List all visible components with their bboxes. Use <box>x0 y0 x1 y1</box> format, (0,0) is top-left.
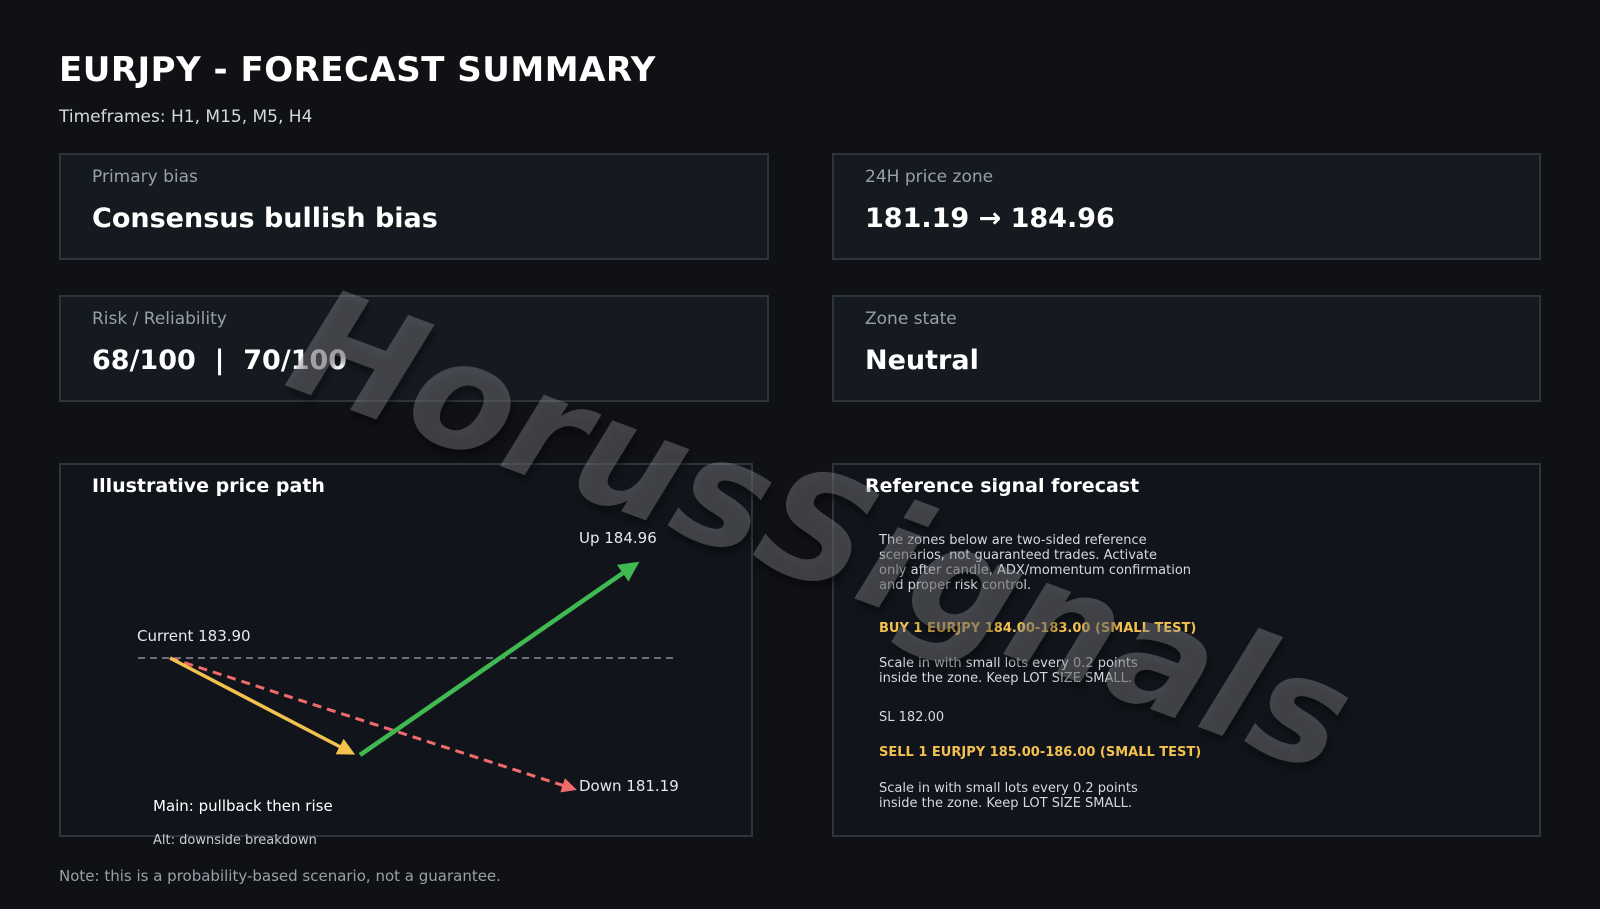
primary-bias-card: Primary bias Consensus bullish bias <box>59 153 769 260</box>
primary-bias-value: Consensus bullish bias <box>92 203 438 234</box>
zone-state-value: Neutral <box>865 345 979 376</box>
zone-state-card: Zone state Neutral <box>832 295 1541 402</box>
risk-reliability-value: 68/100 | 70/100 <box>92 345 348 376</box>
price-zone-label: 24H price zone <box>865 167 994 187</box>
page-title: EURJPY - FORECAST SUMMARY <box>59 50 656 90</box>
signal-forecast-title: Reference signal forecast <box>865 475 1140 497</box>
up-target-label: Up 184.96 <box>579 529 657 547</box>
main-rise-path <box>358 561 640 757</box>
buy-signal-text: Scale in with small lots every 0.2 point… <box>879 656 1138 686</box>
primary-bias-label: Primary bias <box>92 167 198 187</box>
signal-forecast-panel: Reference signal forecast <box>832 463 1541 837</box>
sell-signal-heading: SELL 1 EURJPY 185.00-186.00 (SMALL TEST) <box>879 745 1202 760</box>
alt-breakdown-path <box>169 656 577 793</box>
price-zone-value: 181.19 → 184.96 <box>865 203 1115 234</box>
alt-scenario-label: Alt: downside breakdown <box>153 833 317 848</box>
main-pullback-path <box>169 656 356 755</box>
signal-intro-text: The zones below are two-sided reference … <box>879 533 1192 593</box>
risk-reliability-card: Risk / Reliability 68/100 | 70/100 <box>59 295 769 402</box>
disclaimer-note: Note: this is a probability-based scenar… <box>59 867 501 885</box>
risk-reliability-label: Risk / Reliability <box>92 309 227 329</box>
current-price-label: Current 183.90 <box>137 627 251 645</box>
price-path-title: Illustrative price path <box>92 475 325 497</box>
main-scenario-label: Main: pullback then rise <box>153 797 333 815</box>
price-path-panel: Illustrative price path <box>59 463 753 837</box>
timeframes-subtitle: Timeframes: H1, M15, M5, H4 <box>59 107 313 127</box>
buy-signal-heading: BUY 1 EURJPY 184.00-183.00 (SMALL TEST) <box>879 621 1197 636</box>
sell-signal-text: Scale in with small lots every 0.2 point… <box>879 781 1138 811</box>
price-zone-card: 24H price zone 181.19 → 184.96 <box>832 153 1541 260</box>
zone-state-label: Zone state <box>865 309 957 329</box>
down-target-label: Down 181.19 <box>579 777 679 795</box>
buy-stop-loss: SL 182.00 <box>879 710 945 725</box>
